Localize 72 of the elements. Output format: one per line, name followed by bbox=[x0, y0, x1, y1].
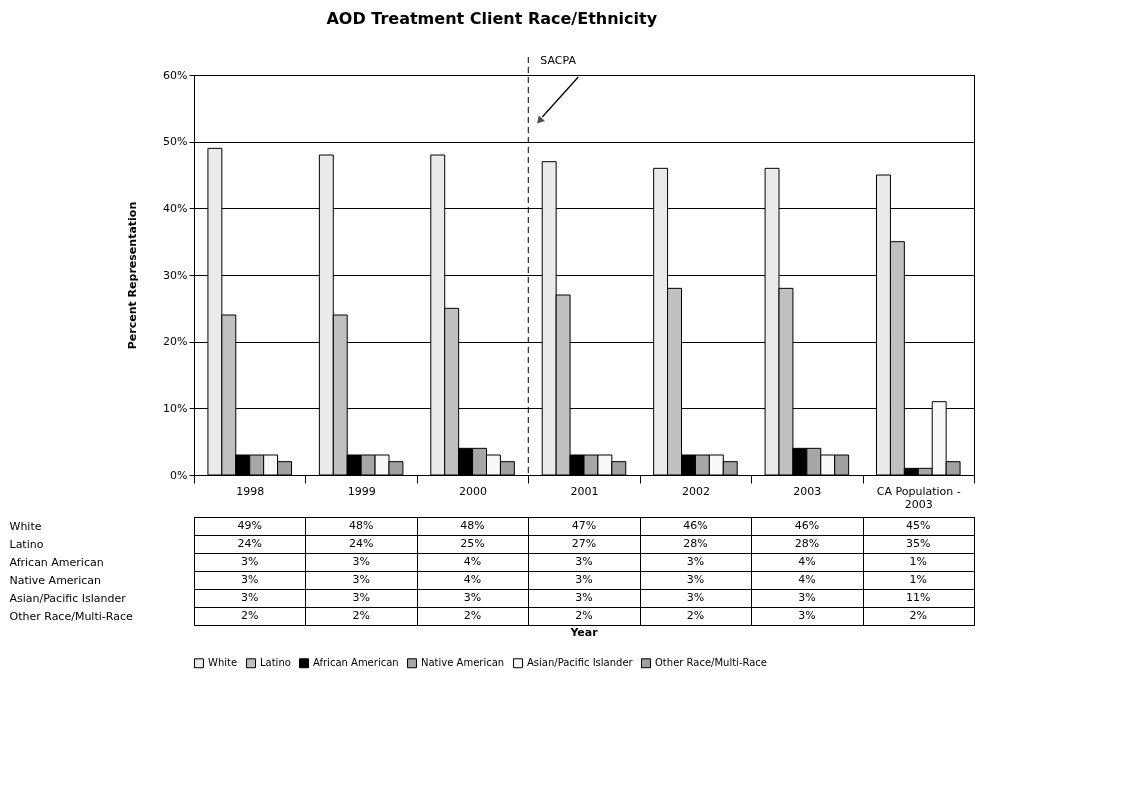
data-label: 3% bbox=[686, 573, 705, 586]
legend-label: Other Race/Multi-Race bbox=[655, 657, 768, 669]
y-tick-label: 0% bbox=[170, 468, 188, 482]
text: African American bbox=[9, 555, 104, 569]
data-label: 45% bbox=[906, 519, 931, 532]
y-tick-label: 30% bbox=[163, 268, 188, 282]
text: White bbox=[9, 519, 42, 533]
text: Latino bbox=[9, 537, 44, 551]
legend-label: Latino bbox=[260, 657, 291, 669]
x-tick-label: 1999 bbox=[347, 484, 376, 498]
data-label: 3% bbox=[798, 591, 816, 604]
data-label: 3% bbox=[575, 573, 593, 586]
legend-label: White bbox=[208, 657, 238, 669]
text: Native American bbox=[9, 573, 101, 587]
y-tick-label: 20% bbox=[163, 335, 188, 349]
x-tick-label: 1998 bbox=[236, 484, 265, 498]
legend-label: Native American bbox=[421, 657, 505, 669]
data-label: 11% bbox=[906, 591, 931, 604]
data-label: 2% bbox=[463, 609, 482, 622]
data-label: 24% bbox=[348, 537, 374, 550]
y-tick-label: 40% bbox=[163, 201, 188, 215]
data-label: 3% bbox=[575, 555, 593, 568]
data-label: 2% bbox=[686, 609, 705, 622]
ref-line-label: SACPA bbox=[540, 54, 577, 67]
data-label: 3% bbox=[686, 591, 705, 604]
data-label: 4% bbox=[798, 555, 816, 568]
x-tick-label: 2003 bbox=[793, 484, 822, 498]
data-label: 48% bbox=[460, 519, 485, 532]
legend-label: Asian/Pacific Islander bbox=[527, 657, 634, 669]
x-tick-label: 2002 bbox=[681, 484, 710, 498]
data-label: 48% bbox=[348, 519, 374, 532]
data-label: 46% bbox=[794, 519, 820, 532]
data-label: 28% bbox=[683, 537, 708, 550]
data-label: 28% bbox=[794, 537, 820, 550]
data-label: 3% bbox=[240, 555, 259, 568]
data-label: 46% bbox=[683, 519, 708, 532]
data-label: 24% bbox=[237, 537, 262, 550]
data-label: 1% bbox=[909, 555, 928, 568]
x-tick-label: CA Population - 2003 bbox=[876, 484, 961, 511]
chart-title: AOD Treatment Client Race/Ethnicity bbox=[326, 8, 658, 28]
y-axis-title: Percent Representation bbox=[126, 201, 140, 350]
legend-label: African American bbox=[313, 657, 399, 669]
data-label: 3% bbox=[352, 555, 370, 568]
data-label: 2% bbox=[240, 609, 259, 622]
data-label: 3% bbox=[686, 555, 705, 568]
data-label: 4% bbox=[798, 573, 816, 586]
y-tick-label: 60% bbox=[163, 68, 188, 82]
y-tick-label: 50% bbox=[163, 135, 188, 149]
data-label: 3% bbox=[352, 573, 370, 586]
data-label: 3% bbox=[240, 573, 259, 586]
x-tick-label: 2000 bbox=[459, 484, 488, 498]
data-label: 2% bbox=[352, 609, 370, 622]
text: Year bbox=[569, 626, 599, 639]
data-label: 4% bbox=[463, 555, 482, 568]
data-label: 2% bbox=[909, 609, 928, 622]
data-label: 2% bbox=[575, 609, 593, 622]
data-label: 3% bbox=[575, 591, 593, 604]
data-label: 1% bbox=[909, 573, 928, 586]
data-label: 49% bbox=[237, 519, 262, 532]
data-label: 35% bbox=[906, 537, 931, 550]
data-label: 3% bbox=[463, 591, 482, 604]
data-label: 25% bbox=[460, 537, 485, 550]
text: Asian/Pacific Islander bbox=[9, 591, 126, 605]
data-label: 47% bbox=[571, 519, 597, 532]
data-label: 3% bbox=[352, 591, 370, 604]
y-tick-label: 10% bbox=[163, 401, 188, 415]
data-label: 3% bbox=[798, 609, 816, 622]
data-label: 3% bbox=[240, 591, 259, 604]
data-label: 27% bbox=[571, 537, 597, 550]
data-label: 4% bbox=[463, 573, 482, 586]
x-tick-label: 2001 bbox=[570, 484, 599, 498]
text: Other Race/Multi-Race bbox=[9, 609, 133, 623]
